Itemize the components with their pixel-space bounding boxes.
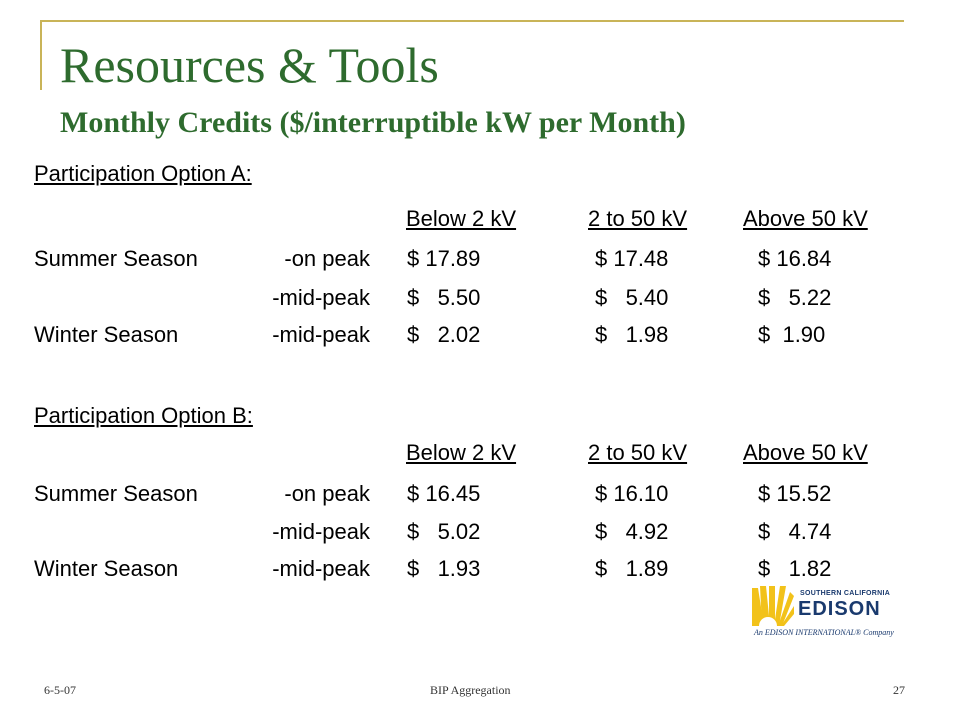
option-b-row-period: -mid-peak [272,556,370,581]
option-b-col-below-2kv: Below 2 kV [406,440,517,465]
option-b-row-season: Winter Season [34,556,179,581]
option-b-col-2-to-50kv: 2 to 50 kV [588,440,688,465]
option-b-heading: Participation Option B: [34,403,253,428]
option-a-col-below-2kv: Below 2 kV [406,206,517,231]
option-a-row-season: Winter Season [34,322,179,347]
option-a-row-value: $ 2.02 [407,322,481,347]
option-a-col-above-50kv: Above 50 kV [743,206,868,231]
option-a-row-value: $ 17.89 [407,246,481,271]
option-b-row-value: $ 1.82 [758,556,832,581]
option-b-col-above-50kv: Above 50 kV [743,440,868,465]
option-b-row-value: $ 16.10 [595,481,669,506]
option-b-row-value: $ 4.92 [595,519,669,544]
frame-top-line [40,20,904,22]
frame-left-line [40,20,42,90]
option-a-row-value: $ 5.40 [595,285,669,310]
option-a-col-2-to-50kv: 2 to 50 kV [588,206,688,231]
option-a-row-value: $ 17.48 [595,246,669,271]
option-a-row-period: -on peak [284,246,370,271]
option-a-row-value: $ 16.84 [758,246,832,271]
slide-subtitle: Monthly Credits ($/interruptible kW per … [60,106,686,139]
sunburst-icon [752,586,794,626]
option-a-row-period: -mid-peak [272,322,370,347]
footer-date: 6-5-07 [44,683,76,697]
logo-main-text: EDISON [798,598,881,620]
option-a-heading: Participation Option A: [34,161,252,186]
option-b-row-period: -mid-peak [272,519,370,544]
option-b-row-value: $ 16.45 [407,481,481,506]
option-a-row-value: $ 5.50 [407,285,481,310]
option-b-row-value: $ 5.02 [407,519,481,544]
footer-center-title: BIP Aggregation [430,683,511,697]
option-b-row-season: Summer Season [34,481,198,506]
option-a-row-value: $ 1.90 [758,322,826,347]
option-b-row-value: $ 1.93 [407,556,481,581]
logo-top-text: SOUTHERN CALIFORNIA [800,590,891,597]
option-a-row-value: $ 1.98 [595,322,669,347]
option-b-row-value: $ 4.74 [758,519,832,544]
option-a-row-season: Summer Season [34,246,198,271]
slide-title: Resources & Tools [60,37,439,93]
footer-page-number: 27 [893,683,905,697]
option-a-row-period: -mid-peak [272,285,370,310]
edison-logo: SOUTHERN CALIFORNIA EDISON An EDISON INT… [752,584,912,642]
option-a-row-value: $ 5.22 [758,285,832,310]
option-b-row-period: -on peak [284,481,370,506]
option-b-row-value: $ 15.52 [758,481,832,506]
option-b-row-value: $ 1.89 [595,556,669,581]
logo-bottom-text: An EDISON INTERNATIONAL® Company [754,628,894,637]
